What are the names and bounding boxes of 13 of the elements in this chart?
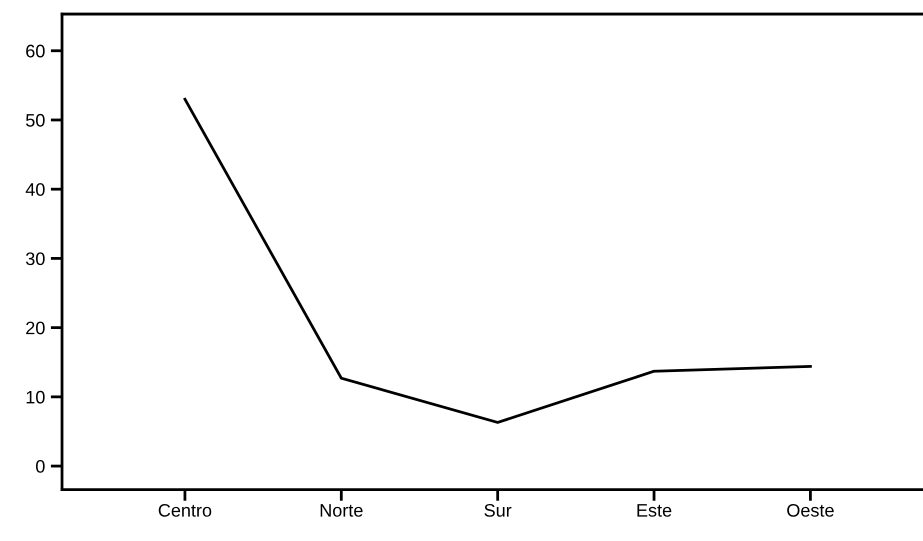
y-tick-label: 0 [36,460,45,473]
y-tick-label: 10 [26,390,45,404]
line-series [184,98,812,424]
x-tick-label: Oeste [787,504,834,517]
y-tick-label: 50 [26,114,45,127]
y-tick-label: 60 [26,44,45,58]
y-tick-label: 20 [26,322,45,334]
x-tick-label: Norte [320,504,363,517]
y-tick-label: 40 [26,183,45,196]
x-tick-label: Sur [484,504,512,517]
y-tick-label: 30 [26,252,45,266]
x-tick-label: Centro [158,504,212,517]
x-tick-label: Este [637,504,672,517]
